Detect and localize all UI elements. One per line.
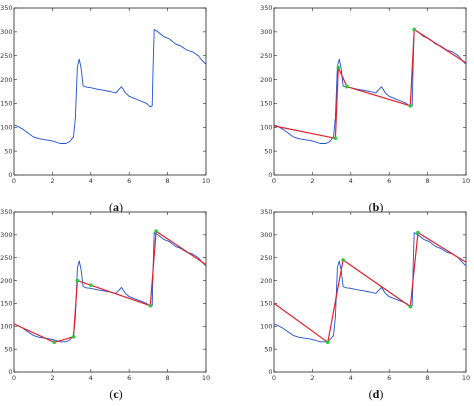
breakpoint-marker xyxy=(412,27,416,32)
y-tick-label: 250 xyxy=(260,254,272,262)
x-tick-label: 10 xyxy=(202,374,210,382)
breakpoint-marker xyxy=(148,303,153,308)
y-tick-label: 350 xyxy=(260,208,272,216)
x-tick-label: 2 xyxy=(50,374,54,382)
breakpoint-marker xyxy=(336,65,341,70)
signal-series-line xyxy=(273,232,467,343)
x-tick-label: 10 xyxy=(462,177,470,185)
signal-series-line xyxy=(13,232,207,343)
breakpoint-marker xyxy=(408,104,413,108)
y-tick-label: 300 xyxy=(0,28,12,36)
y-tick-label: 100 xyxy=(0,322,12,330)
y-tick-label: 0 xyxy=(8,171,12,179)
breakpoint-marker xyxy=(325,340,330,345)
breakpoint-marker xyxy=(89,283,93,287)
x-tick-label: 8 xyxy=(426,177,430,185)
y-tick-label: 200 xyxy=(0,277,12,285)
x-tick-label: 0 xyxy=(12,177,16,185)
panel-caption: (d) xyxy=(369,387,384,401)
x-tick-label: 6 xyxy=(387,374,391,382)
x-tick-label: 6 xyxy=(387,177,391,185)
x-tick-label: 0 xyxy=(12,374,16,382)
y-tick-label: 150 xyxy=(0,300,12,308)
breakpoint-marker xyxy=(71,335,76,339)
y-tick-label: 150 xyxy=(0,100,12,108)
x-tick-label: 10 xyxy=(202,177,210,185)
y-tick-label: 200 xyxy=(0,76,12,84)
y-tick-label: 50 xyxy=(4,345,12,353)
y-tick-label: 350 xyxy=(0,208,12,216)
x-tick-label: 8 xyxy=(426,374,430,382)
x-tick-label: 10 xyxy=(462,374,470,382)
x-tick-label: 4 xyxy=(89,374,93,382)
x-tick-label: 8 xyxy=(166,177,170,185)
y-tick-label: 150 xyxy=(260,300,272,308)
y-tick-label: 100 xyxy=(260,123,272,131)
breakpoint-marker xyxy=(416,230,420,235)
x-tick-label: 2 xyxy=(310,374,314,382)
y-tick-label: 250 xyxy=(0,254,12,262)
y-tick-label: 100 xyxy=(260,322,272,330)
x-tick-label: 4 xyxy=(349,177,353,185)
segment-fit-line xyxy=(273,232,467,343)
x-tick-label: 4 xyxy=(349,374,353,382)
panel-caption: (a) xyxy=(109,200,123,214)
y-tick-label: 0 xyxy=(268,171,272,179)
y-tick-label: 250 xyxy=(260,52,272,60)
y-tick-label: 300 xyxy=(260,28,272,36)
y-tick-label: 350 xyxy=(260,4,272,12)
x-tick-label: 0 xyxy=(272,177,276,185)
x-tick-label: 2 xyxy=(50,177,54,185)
breakpoint-marker xyxy=(52,340,57,345)
breakpoint-marker xyxy=(345,84,349,89)
y-tick-label: 0 xyxy=(8,368,12,376)
y-tick-label: 50 xyxy=(4,147,12,155)
y-tick-label: 300 xyxy=(0,231,12,239)
y-tick-label: 0 xyxy=(268,368,272,376)
y-tick-label: 150 xyxy=(260,100,272,108)
breakpoint-marker xyxy=(408,304,413,309)
signal-series-line xyxy=(13,29,207,144)
y-tick-label: 200 xyxy=(260,277,272,285)
y-tick-label: 200 xyxy=(260,76,272,84)
breakpoint-marker xyxy=(341,258,345,262)
breakpoint-marker xyxy=(333,136,338,141)
y-tick-label: 300 xyxy=(260,231,272,239)
breakpoint-marker xyxy=(154,229,158,233)
panel-caption: (c) xyxy=(109,387,122,401)
breakpoint-marker xyxy=(75,278,80,283)
y-tick-label: 50 xyxy=(264,345,272,353)
y-tick-label: 100 xyxy=(0,123,12,131)
y-tick-label: 50 xyxy=(264,147,272,155)
x-tick-label: 2 xyxy=(310,177,314,185)
y-tick-label: 250 xyxy=(0,52,12,60)
x-tick-label: 4 xyxy=(89,177,93,185)
x-tick-label: 6 xyxy=(127,374,131,382)
x-tick-label: 0 xyxy=(272,374,276,382)
x-tick-label: 6 xyxy=(127,177,131,185)
y-tick-label: 350 xyxy=(0,4,12,12)
panel-caption: (b) xyxy=(369,200,384,214)
x-tick-label: 8 xyxy=(166,374,170,382)
